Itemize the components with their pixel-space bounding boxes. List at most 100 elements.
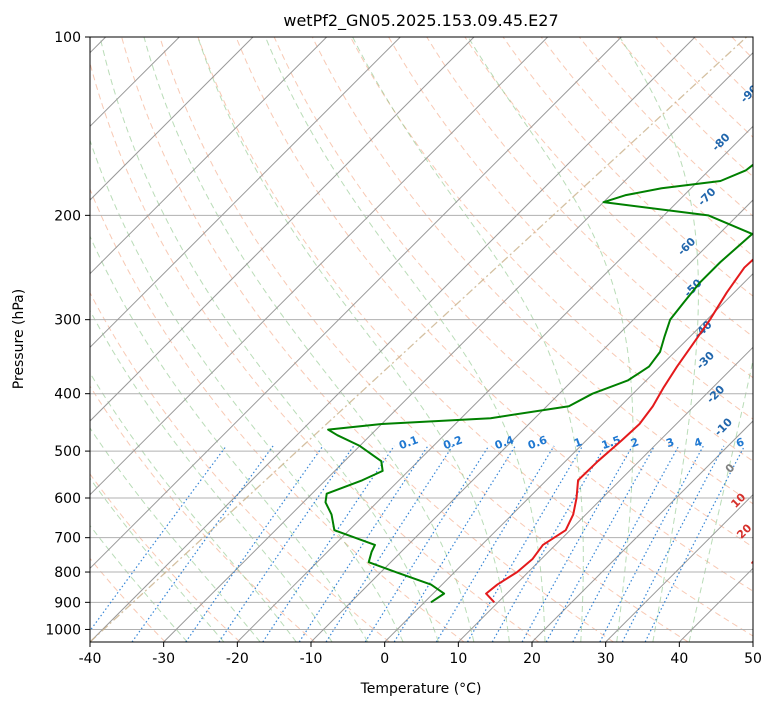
mixing-ratio-label: 1 [572, 435, 584, 450]
isotherm-label: -70 [695, 185, 718, 208]
isotherm-label: 20 [734, 521, 754, 541]
dry-adiabat-line [90, 291, 390, 642]
dry-adiabat-line [90, 61, 540, 642]
y-tick-label: 300 [54, 313, 81, 329]
mixing-ratio-line [435, 445, 555, 642]
moist-adiabat-line [90, 309, 333, 642]
dry-adiabat-line [464, 37, 753, 338]
dry-adiabat-line [311, 37, 753, 505]
mixing-ratio-label: 0.2 [441, 433, 464, 452]
isotherm-line [236, 125, 753, 642]
mixing-ratio-label: 2 [629, 435, 641, 450]
isotherm-label: 30 [749, 551, 769, 571]
reference-curve [90, 37, 748, 642]
isopleth-labels: 0.10.20.40.611.52346810131620253036-100-… [397, 40, 775, 571]
y-tick-label: 1000 [45, 622, 81, 638]
dry-adiabat-line [350, 37, 753, 462]
isotherm-line [163, 51, 753, 642]
x-axis-label: Temperature (°C) [360, 681, 482, 697]
chart-title: wetPf2_GN05.2025.153.09.45.E27 [283, 11, 558, 31]
data-series [324, 163, 753, 604]
isotherm-line [384, 272, 753, 642]
mixing-ratio-line [466, 445, 584, 642]
mixing-ratio-line [218, 445, 355, 642]
dewpoint-profile [324, 163, 753, 604]
isotherm-line [90, 37, 328, 275]
mixing-ratio-line [364, 445, 490, 642]
temperature-profile [485, 258, 753, 604]
y-tick-label: 600 [54, 491, 81, 507]
y-tick-label: 200 [54, 208, 81, 224]
dry-adiabat-line [426, 37, 753, 379]
mixing-ratio-label: 3 [664, 435, 676, 450]
isotherm-line [90, 37, 401, 349]
moist-adiabat-line [352, 37, 584, 642]
x-tick-label: 30 [597, 651, 615, 667]
mixing-ratio-line [572, 445, 680, 642]
x-tick-label: 20 [523, 651, 541, 667]
dry-adiabat-line [770, 37, 775, 642]
dry-adiabat-line [273, 37, 753, 548]
mixing-ratio-line [298, 445, 429, 642]
y-tick-label: 100 [54, 30, 81, 46]
x-tick-label: -10 [300, 651, 323, 667]
moist-adiabat-line [90, 372, 297, 642]
isotherm-line [90, 37, 475, 422]
mixing-ratio-line [185, 445, 324, 642]
isotherm-label: -10 [712, 415, 735, 438]
moist-adiabat-line [90, 235, 369, 642]
moist-adiabat-line [619, 37, 699, 642]
isotherm-label: -100 [764, 40, 775, 69]
isotherm-line [605, 493, 753, 642]
dry-adiabat-line [693, 37, 753, 99]
x-tick-label: 40 [670, 651, 688, 667]
x-tick-label: -20 [226, 651, 249, 667]
mixing-ratio-label: 4 [692, 435, 704, 450]
moist-adiabat-line [99, 37, 439, 642]
mixing-ratio-label: 8 [756, 435, 768, 450]
y-tick-label: 900 [54, 595, 81, 611]
moist-adiabat-line [143, 37, 475, 642]
isotherm-line [90, 37, 622, 570]
y-tick-label: 400 [54, 387, 81, 403]
isotherm-label: 10 [728, 490, 748, 510]
y-axis: 100 200 300 400 500 600 700 800 900 1000 [45, 30, 90, 638]
isotherm-line [457, 346, 753, 642]
mixing-ratio-label: 6 [734, 435, 746, 450]
isotherm-line [678, 567, 753, 642]
isotherm-line [752, 641, 753, 642]
x-tick-label: -30 [152, 651, 175, 667]
mixing-ratio-line [90, 445, 227, 632]
isotherm-line [90, 37, 254, 201]
moist-adiabat-line [90, 524, 188, 642]
dry-adiabat-line [121, 37, 614, 642]
mixing-ratio-label: 1.5 [600, 433, 623, 452]
mixing-ratio-line [545, 445, 656, 642]
mixing-ratio-label: 0.1 [397, 433, 420, 452]
dry-adiabat-line [235, 37, 753, 592]
isotherm-line [310, 199, 753, 642]
y-tick-label: 800 [54, 565, 81, 581]
x-tick-label: -40 [79, 651, 102, 667]
y-axis-label: Pressure (hPa) [11, 289, 27, 389]
x-tick-label: 10 [449, 651, 467, 667]
background-lines [90, 37, 775, 642]
moist-adiabat-line [467, 37, 634, 642]
mixing-ratio-line [599, 445, 704, 642]
isotherm-label: -60 [675, 235, 698, 258]
mixing-ratio-line [325, 445, 454, 642]
mixing-ratio-line [262, 445, 395, 642]
isotherm-line [531, 420, 753, 642]
x-tick-label: 50 [744, 651, 762, 667]
dry-adiabat-line [388, 37, 753, 420]
moist-adiabat-line [264, 37, 546, 642]
mixing-ratio-label: 0.6 [526, 433, 549, 452]
moist-adiabat-line [90, 477, 225, 642]
mixing-ratio-line [393, 445, 516, 642]
y-tick-label: 500 [54, 444, 81, 460]
dry-adiabat-line [90, 473, 241, 642]
mixing-ratio-line [521, 445, 634, 642]
plot-frame [89, 36, 754, 643]
mixing-ratio-line [644, 445, 746, 642]
